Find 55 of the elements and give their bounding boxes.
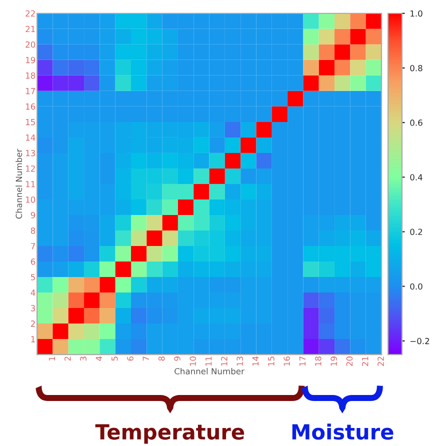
x-tick-label: 19 (330, 356, 337, 366)
y-tick-label: 16 (26, 103, 36, 110)
y-tick-label: 3 (31, 305, 36, 312)
y-tick-label: 7 (31, 243, 35, 250)
x-axis-title: Channel Number (174, 368, 244, 374)
x-tick-label: 11 (206, 356, 212, 366)
x-tick-label: 21 (362, 356, 368, 366)
y-tick-label: 6 (30, 258, 36, 265)
y-tick-label: 20 (26, 41, 36, 48)
y-tick-label: 2 (30, 320, 35, 327)
y-tick-label: 5 (31, 274, 35, 280)
color-bar-label: 1.0 (410, 10, 422, 17)
color-bar-label: 0.0 (410, 283, 422, 290)
text: Temperature (95, 424, 244, 444)
color-bar-label: 0.2 (410, 228, 422, 236)
x-tick-label: 6 (127, 356, 134, 361)
y-tick-label: 10 (26, 196, 36, 203)
y-tick-label: 9 (30, 212, 36, 218)
x-tick-label: 4 (96, 356, 102, 361)
y-tick-label: 22 (26, 10, 35, 17)
color-bar-label: −0.2 (410, 338, 430, 344)
y-tick-label: 4 (30, 290, 36, 296)
x-tick-label: 18 (314, 356, 322, 366)
x-tick-label: 22 (378, 356, 384, 366)
x-tick-label: 20 (346, 356, 353, 366)
y-tick-label: 19 (26, 56, 36, 64)
y-tick-label: 18 (26, 72, 36, 79)
x-tick-label: 14 (252, 356, 259, 366)
text: Moisture (292, 424, 394, 440)
color-bar-label: 0.6 (410, 120, 422, 126)
x-tick-label: 1 (48, 356, 56, 360)
y-tick-label: 17 (26, 88, 35, 94)
y-tick-label: 8 (30, 227, 36, 234)
y-tick-label: 12 (26, 165, 35, 172)
color-bar-label: 0.8 (410, 64, 422, 72)
x-tick-label: 8 (158, 356, 165, 361)
y-tick-label: 11 (26, 181, 35, 188)
x-tick-label: 2 (64, 356, 71, 361)
x-tick-label: 13 (236, 356, 244, 366)
x-tick-label: 12 (221, 356, 228, 366)
x-tick-label: 9 (174, 356, 180, 361)
x-tick-label: 5 (112, 356, 118, 361)
y-axis-title: Channel Number (16, 148, 22, 219)
y-tick-label: 21 (26, 26, 35, 32)
x-tick-label: 15 (268, 356, 274, 366)
y-tick-label: 15 (26, 119, 35, 126)
x-tick-label: 17 (299, 356, 306, 366)
y-tick-label: 1 (31, 336, 35, 342)
x-tick-label: 7 (142, 356, 149, 361)
y-tick-label: 14 (26, 134, 36, 141)
y-tick-label: 13 (26, 150, 36, 156)
x-tick-label: 10 (190, 356, 196, 366)
color-bar-label: 0.4 (410, 174, 422, 180)
x-tick-label: 3 (80, 356, 86, 361)
x-tick-label: 16 (284, 356, 290, 366)
